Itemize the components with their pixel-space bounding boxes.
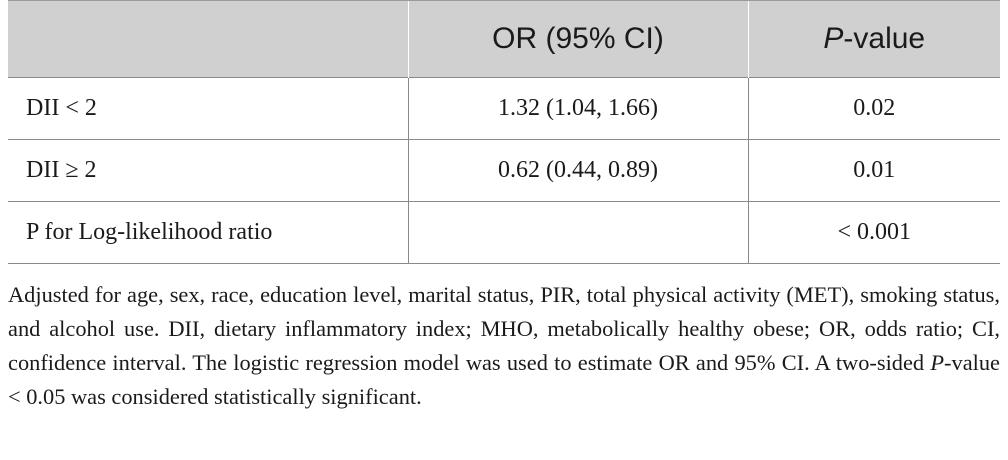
table-row: P for Log-likelihood ratio < 0.001 (8, 201, 1000, 264)
header-empty (8, 0, 408, 78)
table-row: DII ≥ 2 0.62 (0.44, 0.89) 0.01 (8, 139, 1000, 202)
row-p-value: < 0.001 (747, 201, 1000, 264)
row-or-ci: 1.32 (1.04, 1.66) (407, 77, 748, 140)
results-table: OR (95% CI) P-value DII < 2 1.32 (1.04, … (8, 0, 1000, 264)
header-p-italic: P (823, 22, 844, 55)
footnote-part2: -value < 0.05 was considered statistical… (8, 350, 1000, 409)
header-p-rest: -value (843, 22, 926, 55)
table-footnote: Adjusted for age, sex, race, education l… (8, 278, 1000, 414)
row-label: DII < 2 (8, 77, 408, 140)
row-or-ci: 0.62 (0.44, 0.89) (407, 139, 748, 202)
header-or-ci: OR (95% CI) (407, 0, 748, 78)
row-label: P for Log-likelihood ratio (8, 201, 408, 264)
row-or-ci (407, 201, 748, 264)
row-p-value: 0.02 (747, 77, 1000, 140)
row-label: DII ≥ 2 (8, 139, 408, 202)
header-p-value: P-value (747, 0, 1000, 78)
footnote-p-italic: P (930, 350, 945, 375)
table-figure: OR (95% CI) P-value DII < 2 1.32 (1.04, … (8, 0, 1000, 414)
table-row: DII < 2 1.32 (1.04, 1.66) 0.02 (8, 77, 1000, 140)
row-p-value: 0.01 (747, 139, 1000, 202)
footnote-part1: Adjusted for age, sex, race, education l… (8, 282, 1000, 375)
header-row: OR (95% CI) P-value (8, 0, 1000, 78)
